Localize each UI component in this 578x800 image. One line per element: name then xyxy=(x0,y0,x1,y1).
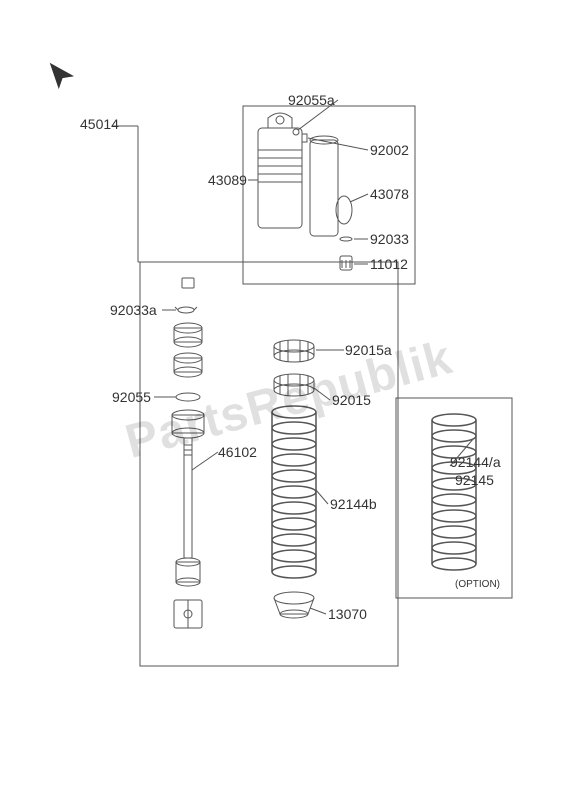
label-13070: 13070 xyxy=(328,606,367,622)
label-11012: 11012 xyxy=(370,256,408,272)
label-43078: 43078 xyxy=(370,186,409,202)
label-92015: 92015 xyxy=(332,392,371,408)
label-45014: 45014 xyxy=(80,116,119,132)
parts-diagram: 45014 92033a 92055 43089 46102 92055a 92… xyxy=(0,0,578,800)
label-92144b: 92144b xyxy=(330,496,377,512)
label-92055: 92055 xyxy=(112,389,151,405)
label-43089: 43089 xyxy=(208,172,247,188)
label-92002: 92002 xyxy=(370,142,409,158)
label-92015a: 92015a xyxy=(345,342,392,358)
label-92033a: 92033a xyxy=(110,302,157,318)
label-92145: 92145 xyxy=(455,472,494,488)
label-92055a: 92055a xyxy=(288,92,335,108)
label-46102: 46102 xyxy=(218,444,257,460)
label-92033: 92033 xyxy=(370,231,409,247)
label-92144a: 92144/a xyxy=(450,454,501,470)
label-option: (OPTION) xyxy=(455,579,500,590)
